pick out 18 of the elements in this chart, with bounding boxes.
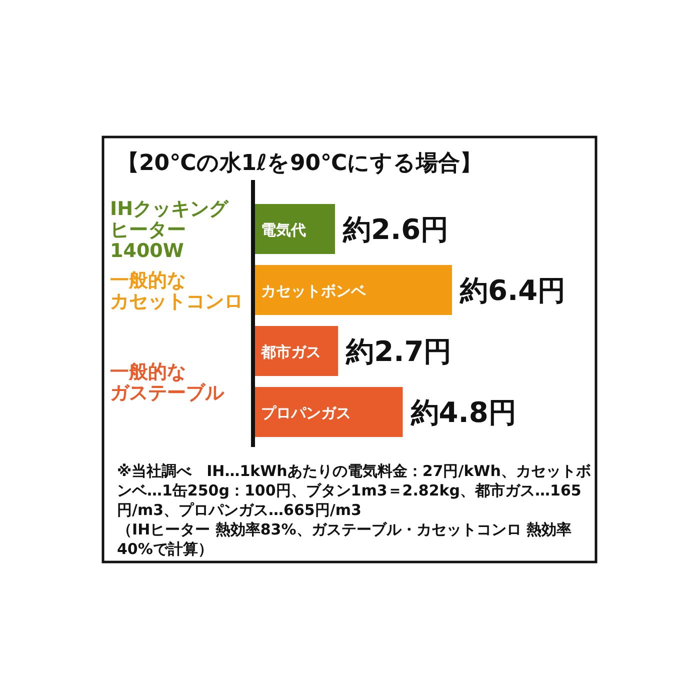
data-label: 約4.8円 — [410, 396, 516, 429]
data-label: 約2.6円 — [342, 213, 449, 246]
chart-title: 【20℃の水1ℓを90℃にする場合】 — [117, 151, 482, 176]
bar — [255, 265, 452, 315]
y-tick-label: 都市ガス — [260, 343, 321, 361]
series-label: 一般的なガステーブル — [110, 361, 224, 404]
y-tick-label: 電気代 — [261, 221, 306, 239]
data-label: 約6.4円 — [459, 274, 566, 307]
bar — [255, 204, 336, 254]
data-label: 約2.7円 — [345, 335, 452, 368]
series-label: IHクッキングヒーター1400W — [110, 198, 228, 262]
y-tick-label: プロパンガス — [261, 404, 351, 422]
series-label: 一般的なカセットコンロ — [110, 270, 243, 312]
bar — [255, 387, 403, 437]
y-tick-label: カセットボンベ — [261, 282, 367, 300]
text: ※当社調べ IH…1kWhあたりの電気料金：27円/kWh、カセットボンベ…1缶250g：100円、ブタン1m3＝2.82kg、都市ガス…165円/m3、プロパンガス…665円/m3 — [117, 462, 591, 519]
bar — [255, 326, 338, 376]
text: （IHヒーター 熱効率83%、ガステーブル・カセットコンロ 熱効率40%で計算） — [117, 520, 572, 558]
